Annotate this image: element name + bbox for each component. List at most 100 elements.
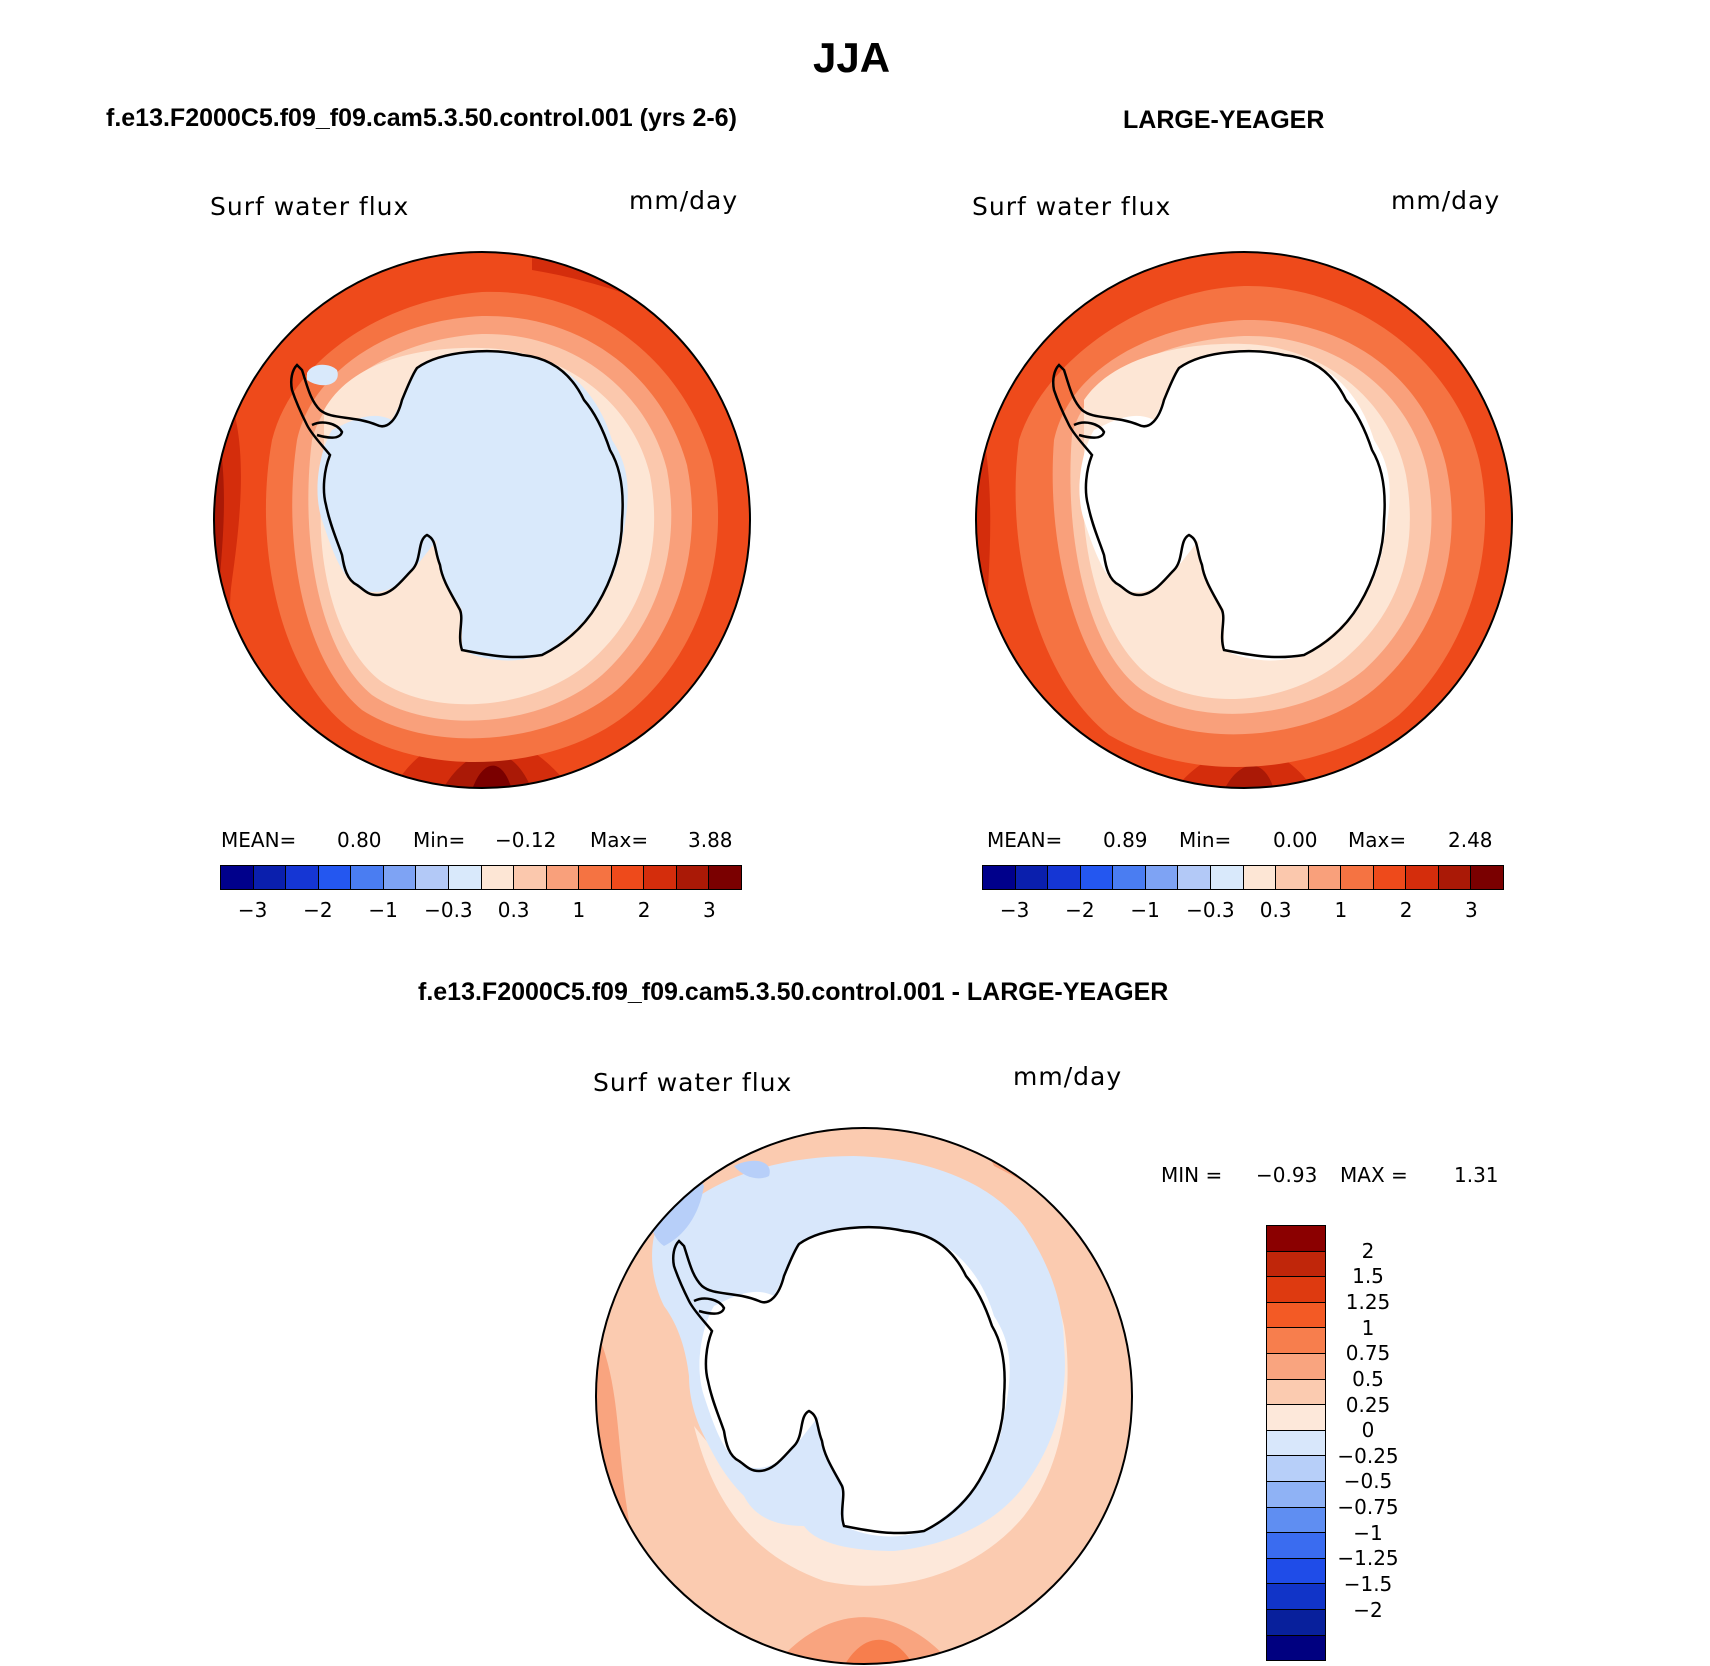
colorbar-swatch bbox=[1471, 866, 1503, 889]
colorbar-tick-label: −0.3 bbox=[1186, 898, 1235, 922]
panel-1-min-label: Min= bbox=[413, 828, 466, 852]
colorbar-swatch bbox=[1267, 1609, 1325, 1636]
panel-3-title: f.e13.F2000C5.f09_f09.cam5.3.50.control.… bbox=[418, 978, 1169, 1006]
colorbar-swatch bbox=[1267, 1635, 1325, 1661]
colorbar-swatch bbox=[351, 866, 384, 889]
panel-2-title: LARGE-YEAGER bbox=[1123, 106, 1325, 134]
panel-1-mean-value: 0.80 bbox=[337, 828, 382, 852]
colorbar-swatch bbox=[1243, 866, 1277, 889]
colorbar-swatch bbox=[481, 866, 515, 889]
colorbar-tick-label: −1.25 bbox=[1337, 1546, 1399, 1571]
colorbar-swatch bbox=[416, 866, 449, 889]
colorbar-swatch bbox=[709, 866, 741, 889]
colorbar-tick-label: −2 bbox=[1065, 898, 1095, 922]
colorbar-swatch bbox=[1145, 866, 1179, 889]
colorbar-swatch bbox=[1267, 1379, 1325, 1406]
panel-2-max-value: 2.48 bbox=[1448, 828, 1493, 852]
panel-3-map bbox=[595, 1127, 1133, 1665]
colorbar-swatch bbox=[1406, 866, 1439, 889]
colorbar-tick-label: −0.5 bbox=[1343, 1469, 1393, 1494]
panel-2-variable-label: Surf water flux bbox=[972, 192, 1172, 221]
colorbar-swatch bbox=[1267, 1558, 1325, 1585]
colorbar-swatch bbox=[1267, 1226, 1325, 1252]
panel-1-max-value: 3.88 bbox=[688, 828, 733, 852]
colorbar-tick-label: 1 bbox=[1334, 898, 1348, 922]
colorbar-swatch bbox=[1080, 866, 1114, 889]
panel-2-map bbox=[975, 251, 1513, 789]
colorbar-swatch bbox=[1373, 866, 1407, 889]
colorbar-swatch bbox=[546, 866, 580, 889]
panel-1-mean-label: MEAN= bbox=[221, 828, 297, 852]
colorbar-swatch bbox=[579, 866, 612, 889]
panel-1-map bbox=[213, 251, 751, 789]
colorbar-swatch bbox=[1267, 1456, 1325, 1482]
colorbar-tick-label: 2 bbox=[637, 898, 651, 922]
panel-2-mean-label: MEAN= bbox=[987, 828, 1063, 852]
panel-2-colorbar bbox=[982, 865, 1504, 890]
panel-3-max-value: 1.31 bbox=[1454, 1163, 1499, 1187]
colorbar-swatch bbox=[611, 866, 645, 889]
colorbar-swatch bbox=[448, 866, 482, 889]
colorbar-tick-label: −1 bbox=[1353, 1520, 1383, 1545]
colorbar-swatch bbox=[1210, 866, 1244, 889]
page-title: JJA bbox=[813, 34, 891, 81]
panel-1-variable-label: Surf water flux bbox=[210, 192, 410, 221]
panel-3-variable-label: Surf water flux bbox=[593, 1068, 793, 1097]
colorbar-tick-label: 1.25 bbox=[1345, 1289, 1391, 1314]
panel-1-title: f.e13.F2000C5.f09_f09.cam5.3.50.control.… bbox=[106, 104, 737, 132]
colorbar-swatch bbox=[1267, 1302, 1325, 1329]
colorbar-swatch bbox=[1267, 1430, 1325, 1457]
colorbar-tick-label: 0.25 bbox=[1345, 1392, 1391, 1417]
panel-1-units-label: mm/day bbox=[629, 186, 739, 215]
colorbar-swatch bbox=[1267, 1328, 1325, 1354]
colorbar-tick-label: −3 bbox=[999, 898, 1030, 922]
colorbar-tick-label: −1.5 bbox=[1343, 1572, 1393, 1597]
panel-2-min-label: Min= bbox=[1179, 828, 1232, 852]
colorbar-swatch bbox=[1048, 866, 1081, 889]
colorbar-tick-label: −0.25 bbox=[1337, 1443, 1399, 1468]
panel-1-max-label: Max= bbox=[590, 828, 649, 852]
panel-1-min-value: −0.12 bbox=[495, 828, 557, 852]
colorbar-swatch bbox=[1178, 866, 1211, 889]
colorbar-swatch bbox=[1267, 1533, 1325, 1559]
colorbar-tick-label: 1.5 bbox=[1352, 1264, 1384, 1289]
colorbar-swatch bbox=[1308, 866, 1342, 889]
colorbar-tick-label: 2 bbox=[1361, 1238, 1375, 1263]
colorbar-swatch bbox=[1267, 1277, 1325, 1303]
colorbar-tick-label: −1 bbox=[1130, 898, 1160, 922]
panel-2-max-label: Max= bbox=[1348, 828, 1407, 852]
colorbar-tick-label: 1 bbox=[572, 898, 586, 922]
colorbar-swatch bbox=[1267, 1353, 1325, 1380]
colorbar-tick-label: −0.75 bbox=[1337, 1495, 1399, 1520]
colorbar-swatch bbox=[1267, 1507, 1325, 1534]
colorbar-tick-label: −0.3 bbox=[424, 898, 473, 922]
colorbar-swatch bbox=[983, 866, 1016, 889]
colorbar-swatch bbox=[1267, 1405, 1325, 1431]
colorbar-tick-label: 0.75 bbox=[1345, 1341, 1391, 1366]
colorbar-swatch bbox=[1438, 866, 1472, 889]
colorbar-tick-label: 2 bbox=[1399, 898, 1413, 922]
colorbar-swatch bbox=[253, 866, 287, 889]
colorbar-tick-label: −1 bbox=[368, 898, 398, 922]
panel-3-colorbar bbox=[1266, 1225, 1326, 1661]
colorbar-swatch bbox=[1267, 1481, 1325, 1508]
colorbar-tick-label: 0.3 bbox=[1259, 898, 1292, 922]
colorbar-swatch bbox=[1113, 866, 1146, 889]
colorbar-swatch bbox=[318, 866, 352, 889]
colorbar-tick-label: 0.5 bbox=[1352, 1366, 1384, 1391]
colorbar-swatch bbox=[383, 866, 417, 889]
colorbar-swatch bbox=[221, 866, 254, 889]
colorbar-tick-label: 3 bbox=[1465, 898, 1478, 922]
colorbar-tick-label: 3 bbox=[703, 898, 716, 922]
panel-3-units-label: mm/day bbox=[1013, 1062, 1123, 1091]
colorbar-swatch bbox=[1276, 866, 1309, 889]
panel-3-max-label: MAX = bbox=[1340, 1163, 1408, 1187]
colorbar-swatch bbox=[1015, 866, 1049, 889]
colorbar-swatch bbox=[514, 866, 547, 889]
colorbar-tick-label: 1 bbox=[1361, 1315, 1375, 1340]
colorbar-swatch bbox=[286, 866, 319, 889]
colorbar-tick-label: 0 bbox=[1361, 1418, 1375, 1443]
panel-3-min-value: −0.93 bbox=[1256, 1163, 1318, 1187]
colorbar-tick-label: −2 bbox=[1353, 1597, 1383, 1622]
colorbar-tick-label: −3 bbox=[237, 898, 268, 922]
